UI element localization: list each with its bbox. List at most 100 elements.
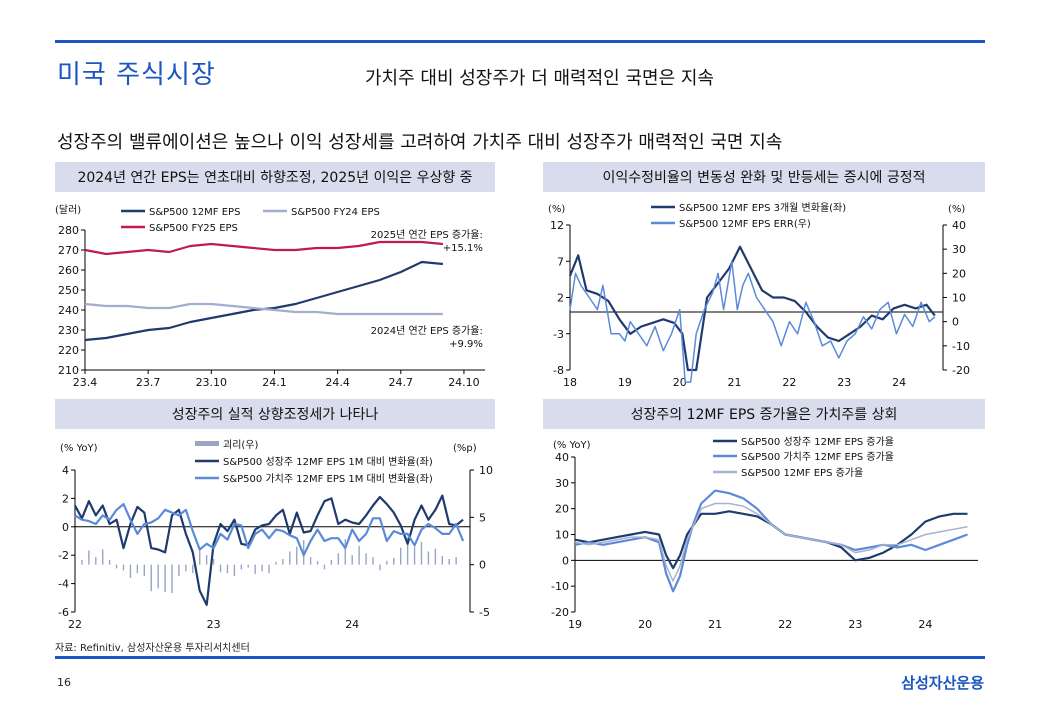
y-tick-label: 220 — [58, 344, 79, 357]
bar-mark — [289, 551, 291, 565]
x-tick-label: 18 — [563, 376, 577, 389]
bar-mark — [316, 560, 319, 565]
y-tick-label: 230 — [58, 324, 79, 337]
bar-mark — [136, 564, 139, 574]
bar-mark — [400, 547, 402, 565]
bar-mark — [268, 564, 270, 574]
y-tick-label: -3 — [553, 328, 564, 341]
x-tick-label: 22 — [778, 618, 792, 631]
y-tick-label: -6 — [58, 606, 69, 619]
legend-label: S&P500 12MF EPS 증가율 — [741, 467, 863, 479]
bar-mark — [205, 555, 208, 565]
bar-mark — [344, 539, 346, 565]
y-tick-label: 0 — [562, 554, 569, 567]
page-subtitle: 성장주의 밸류에이션은 높으나 이익 성장세를 고려하여 가치주 대비 성장주가… — [57, 132, 783, 153]
y-tick-label: 2 — [62, 492, 69, 505]
bar-mark — [379, 564, 381, 571]
right-tick-label: 5 — [479, 511, 486, 524]
chart-eps-growth: (% YoY) 40 30 20 10 0 -10 -20 19 20 21 22 23 24 S&P500… — [543, 435, 988, 633]
right-axis-unit: (%p) — [453, 443, 477, 454]
annotation-text: +15.1% — [443, 243, 483, 254]
panel-title-eps-growth: 성장주의 12MF EPS 증가율은 가치주를 상회 — [543, 399, 985, 429]
bar-mark — [212, 558, 215, 565]
y-tick-label: 270 — [58, 244, 79, 257]
x-tick-label: 24 — [892, 376, 906, 389]
bar-mark — [122, 564, 125, 571]
bar-mark — [393, 558, 395, 565]
bar-mark — [171, 564, 173, 594]
bar-mark — [448, 558, 450, 565]
legend-label: S&P500 12MF EPS 3개월 변화율(좌) — [679, 202, 846, 214]
bar-mark — [254, 564, 256, 575]
right-tick-label: 30 — [952, 243, 966, 256]
legend-label: S&P500 12MF EPS ERR(우) — [679, 218, 811, 230]
y-tick-label: -20 — [551, 606, 569, 619]
y-tick-label: 30 — [555, 477, 569, 490]
bar-mark — [441, 556, 443, 565]
x-tick-label: 23.7 — [136, 376, 161, 389]
bar-mark — [157, 564, 159, 589]
y-tick-label: 0 — [62, 521, 69, 534]
bar-mark — [365, 553, 367, 565]
bar-mark — [108, 559, 111, 565]
page-number: 16 — [57, 676, 71, 689]
bar-mark — [386, 560, 388, 565]
bar-mark — [143, 564, 145, 577]
bar-mark — [178, 564, 180, 577]
annotation-text: 2024년 연간 EPS 증가율: — [371, 325, 483, 337]
series-line — [74, 494, 464, 606]
bar-mark — [434, 548, 437, 565]
x-tick-label: 24.7 — [389, 376, 414, 389]
bar-mark — [185, 564, 187, 572]
bar-mark — [261, 564, 263, 572]
x-tick-label: 23 — [207, 618, 221, 631]
y-tick-label: 20 — [555, 503, 569, 516]
top-rule — [55, 40, 985, 43]
x-tick-label: 22 — [68, 618, 82, 631]
series-line — [84, 240, 444, 256]
bar-mark — [351, 555, 353, 565]
section-title: 미국 주식시장 — [57, 60, 216, 90]
right-tick-label: 0 — [952, 316, 959, 329]
x-tick-label: 23 — [837, 376, 851, 389]
right-tick-label: -5 — [479, 606, 490, 619]
series-line — [569, 260, 936, 383]
right-tick-label: 0 — [479, 559, 486, 572]
series-line — [74, 502, 465, 557]
bar-mark — [420, 541, 423, 565]
y-tick-label: 10 — [555, 529, 569, 542]
y-tick-label: 240 — [58, 304, 79, 317]
bar-mark — [150, 564, 152, 592]
bar-mark — [88, 550, 90, 565]
bar-mark — [81, 559, 83, 565]
x-tick-label: 24 — [918, 618, 932, 631]
right-tick-label: 20 — [952, 267, 966, 280]
bottom-rule — [55, 656, 985, 659]
x-tick-label: 24.1 — [262, 376, 287, 389]
y-tick-label: 260 — [58, 264, 79, 277]
chart-eps: (달러) 280 270 260 250 240 230 220 210 23.4 23.7 23.1… — [55, 198, 500, 390]
bar-mark — [240, 564, 243, 570]
legend-swatch — [195, 441, 219, 446]
left-axis-unit: (% YoY) — [60, 443, 98, 454]
panel-title-revision: 이익수정비율의 변동성 완화 및 반등세는 증시에 긍정적 — [543, 162, 985, 192]
bar-mark — [129, 564, 132, 578]
annotation-text: 2025년 연간 EPS 증가율: — [371, 229, 483, 241]
left-axis-unit: (% YoY) — [553, 440, 591, 451]
y-tick-label: 4 — [62, 464, 69, 477]
chart-revision: (%) (%) 12 7 2 -3 -8 40 30 20 10 0 -10 -20 18 19 20 21 22 2… — [543, 198, 988, 390]
legend-label: S&P500 FY25 EPS — [149, 223, 238, 234]
right-axis-unit: (%) — [948, 204, 965, 215]
bar-mark — [337, 553, 340, 565]
bar-mark — [199, 547, 201, 565]
series-line — [574, 502, 968, 582]
bar-mark — [323, 564, 326, 570]
x-tick-label: 23.4 — [73, 376, 98, 389]
bar-mark — [330, 559, 333, 565]
y-tick-label: 280 — [58, 224, 79, 237]
bar-mark — [372, 557, 374, 565]
series-line — [568, 245, 936, 372]
legend-label: S&P500 12MF EPS — [149, 207, 240, 218]
legend-label: S&P500 FY24 EPS — [291, 207, 380, 218]
x-tick-label: 21 — [708, 618, 722, 631]
